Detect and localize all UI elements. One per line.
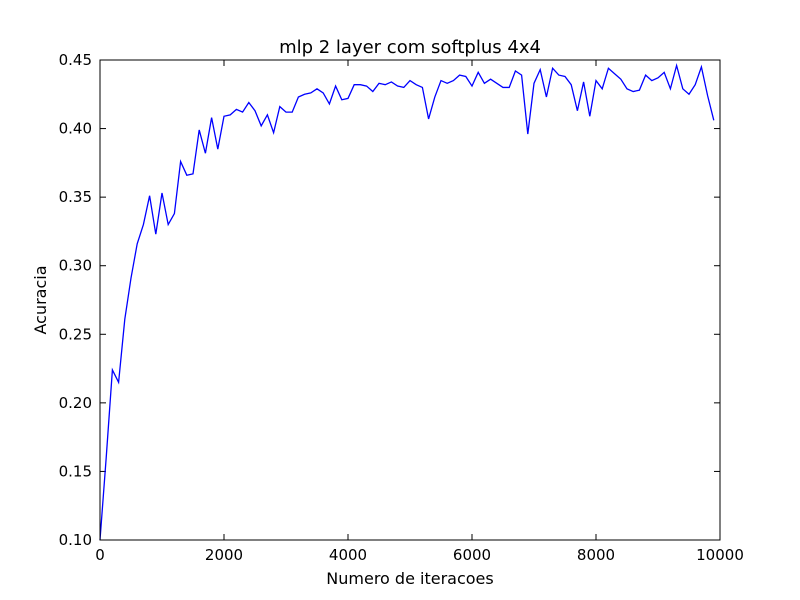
ticks: 0 2000 4000 6000 8000 10000 0.10 0.15 0.20 0.25 0.…: [59, 51, 744, 564]
y-tick-label: 0.30: [59, 257, 92, 275]
y-tick-label: 0.40: [59, 120, 92, 138]
y-tick-label: 0.20: [59, 394, 92, 412]
x-tick-label: 4000: [329, 546, 367, 564]
x-tick-label: 0: [95, 546, 105, 564]
x-tick-label: 2000: [205, 546, 243, 564]
x-axis-label: Numero de iteracoes: [326, 569, 493, 588]
chart-title: mlp 2 layer com softplus 4x4: [279, 37, 541, 58]
series-line: [99, 62, 715, 541]
y-tick-label: 0.35: [59, 188, 92, 206]
y-tick-label: 0.10: [59, 531, 92, 549]
x-tick-label: 8000: [577, 546, 615, 564]
x-tick-label: 10000: [696, 546, 744, 564]
y-tick-label: 0.45: [59, 51, 92, 69]
x-tick-label: 6000: [453, 546, 491, 564]
plot-frame: [99, 59, 721, 541]
y-axis-label: Acuracia: [31, 265, 50, 334]
y-tick-label: 0.25: [59, 325, 92, 343]
y-tick-label: 0.15: [59, 462, 92, 480]
